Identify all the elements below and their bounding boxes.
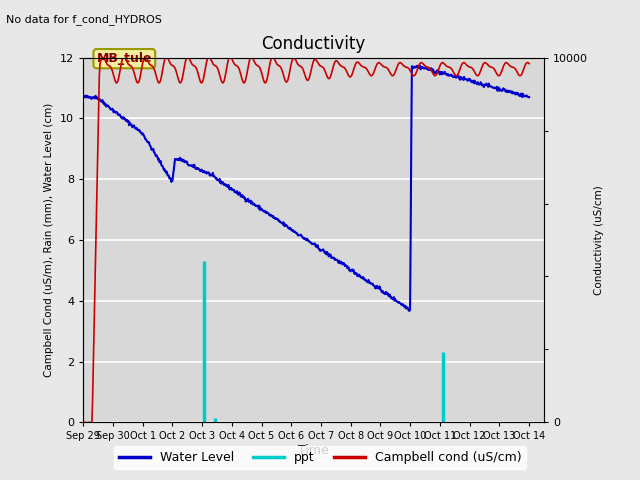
- Legend: Water Level, ppt, Campbell cond (uS/cm): Water Level, ppt, Campbell cond (uS/cm): [114, 446, 526, 469]
- X-axis label: Time: Time: [298, 444, 329, 457]
- Text: MB_tule: MB_tule: [97, 52, 152, 65]
- Text: No data for f_cond_HYDROS: No data for f_cond_HYDROS: [6, 14, 163, 25]
- Title: Conductivity: Conductivity: [262, 35, 365, 53]
- Y-axis label: Conductivity (uS/cm): Conductivity (uS/cm): [593, 185, 604, 295]
- Y-axis label: Campbell Cond (uS/m), Rain (mm), Water Level (cm): Campbell Cond (uS/m), Rain (mm), Water L…: [45, 103, 54, 377]
